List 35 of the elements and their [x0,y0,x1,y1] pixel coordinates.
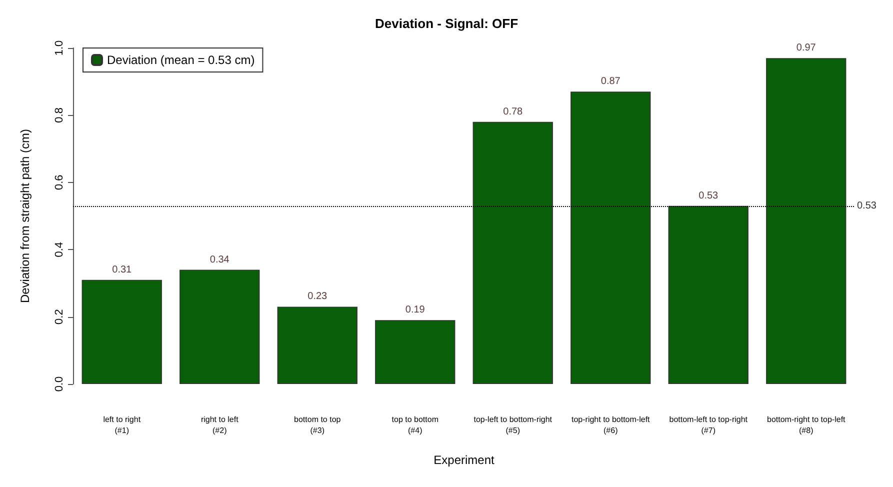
x-tick-label: bottom-right to top-left (#8) [766,415,846,435]
legend-label: Deviation (mean = 0.53 cm) [107,53,255,67]
y-tick-label: 1.0 [54,40,66,56]
data-label: 0.87 [600,76,621,88]
x-tick-label: top-right to bottom-left (#6) [571,415,651,435]
data-label: 0.23 [308,291,328,302]
data-label: 0.97 [796,42,816,54]
x-tick-label: top to bottom (#4) [392,415,439,435]
data-label: 0.34 [210,254,230,266]
bar [766,58,846,384]
y-tick-label: 0.0 [54,376,66,392]
data-label: 0.31 [112,264,132,276]
x-tick-label: top-left to bottom-right (#5) [474,415,553,435]
x-tick-label: bottom to top (#3) [294,415,342,435]
x-tick-label: left to right (#1) [103,415,142,435]
x-tick-label: right to left (#2) [200,415,240,435]
bar [82,280,162,384]
data-label: 0.19 [405,304,426,316]
x-tick-label: bottom-left to top-right (#7) [669,415,748,435]
bar [668,206,748,384]
bar [277,306,358,384]
x-axis-title: Experiment [434,453,496,467]
y-tick-label: 0.6 [54,174,66,190]
bar [375,320,456,384]
bar [472,122,553,384]
y-tick-label: 0.8 [54,108,66,123]
y-tick-label: 0.4 [54,242,66,258]
chart-title: Deviation - Signal: OFF [374,16,518,31]
y-axis-title: Deviation from straight path (cm) [18,128,32,304]
data-label: 0.78 [503,106,524,118]
data-label: 0.53 [698,190,719,202]
bar [570,92,651,384]
bar [180,270,260,384]
y-tick-label: 0.2 [54,309,66,324]
ref-line-label: 0.53 [857,200,877,212]
